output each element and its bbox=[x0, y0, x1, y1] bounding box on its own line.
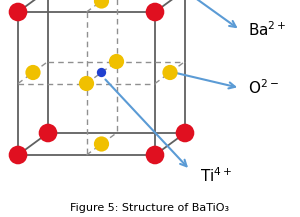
Point bbox=[99, 142, 104, 146]
Text: Ba$^{2+}$: Ba$^{2+}$ bbox=[248, 21, 286, 39]
Point bbox=[16, 153, 20, 157]
Point bbox=[99, 0, 104, 3]
Point bbox=[153, 10, 158, 14]
Text: O$^{2-}$: O$^{2-}$ bbox=[248, 79, 279, 97]
Point bbox=[168, 71, 172, 74]
Point bbox=[99, 71, 104, 74]
Point bbox=[114, 60, 119, 63]
Point bbox=[46, 131, 50, 135]
Point bbox=[153, 153, 158, 157]
Text: Figure 5: Structure of BaTiO₃: Figure 5: Structure of BaTiO₃ bbox=[70, 203, 230, 213]
Point bbox=[31, 71, 35, 74]
Text: Ti$^{4+}$: Ti$^{4+}$ bbox=[200, 167, 232, 185]
Point bbox=[16, 10, 20, 14]
Point bbox=[84, 82, 89, 85]
Point bbox=[183, 131, 188, 135]
